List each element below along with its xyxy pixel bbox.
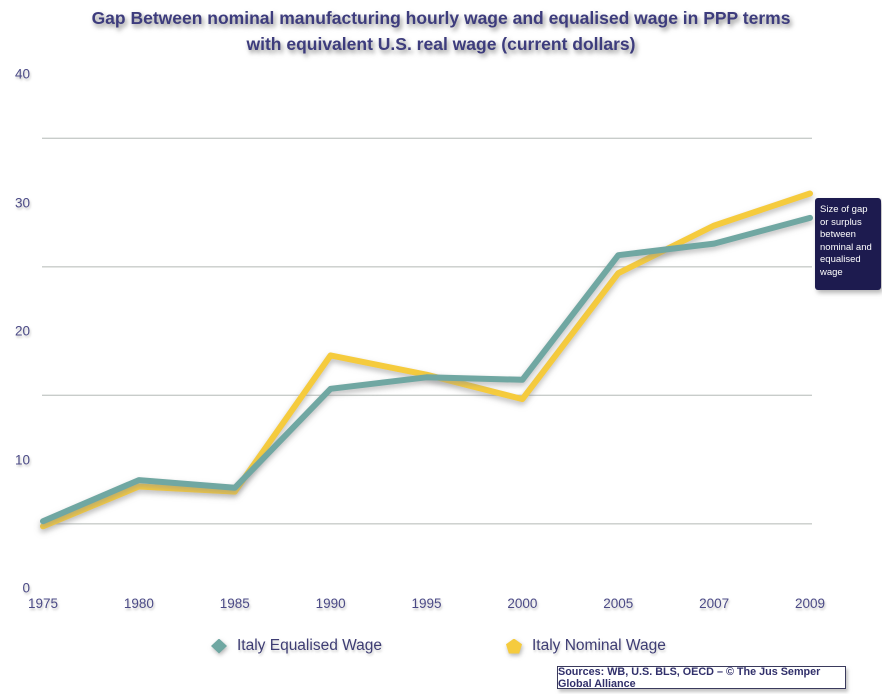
series-lines [40, 190, 813, 530]
legend: Italy Equalised Wage Italy Nominal Wage [0, 637, 882, 663]
x-axis-label-2000: 2000 [507, 596, 538, 611]
y-axis-label-40: 40 [14, 66, 30, 82]
x-axis-label-2009: 2009 [794, 596, 826, 611]
chart-title-line1: Gap Between nominal manufacturing hourly… [91, 8, 791, 28]
x-axis-label-2005: 2005 [603, 596, 634, 611]
x-axis-label-1990: 1990 [315, 596, 346, 611]
nominal-wage-pentagon-icon [506, 638, 522, 654]
x-axis-label-1985: 1985 [219, 596, 250, 611]
x-axis-label-1975: 1975 [27, 596, 59, 611]
gap-annotation-text: Size of gap or surplus between nominal a… [820, 204, 872, 278]
y-axis-label-30: 30 [14, 195, 30, 210]
gap-annotation-callout: Size of gap or surplus between nominal a… [815, 198, 881, 290]
chart-title-line2: with equivalent U.S. real wage (current … [246, 34, 636, 55]
x-axis-label-1980: 1980 [123, 596, 154, 611]
equalised-wage-diamond-icon [211, 638, 227, 654]
sources-note-text: Sources: WB, U.S. BLS, OECD – © The Jus … [558, 665, 821, 690]
legend-label-equalised-wage: Italy Equalised Wage [237, 637, 383, 654]
legend-item-nominal-wage: Italy Nominal Wage [506, 637, 666, 655]
series-line-italy-equalised-wage [40, 214, 813, 525]
y-axis-label-0: 0 [22, 580, 30, 596]
y-axis-label-20: 20 [14, 323, 30, 339]
legend-label-nominal-wage: Italy Nominal Wage [532, 637, 666, 654]
gridlines [42, 137, 812, 525]
sources-note: Sources: WB, U.S. BLS, OECD – © The Jus … [557, 665, 846, 690]
legend-item-equalised-wage: Italy Equalised Wage [211, 637, 382, 655]
x-axis-label-1995: 1995 [411, 596, 442, 611]
y-axis-label-10: 10 [14, 452, 30, 467]
chart-title: Gap Between nominal manufacturing hourly… [0, 5, 882, 58]
x-axis-label-2007: 2007 [699, 596, 730, 611]
